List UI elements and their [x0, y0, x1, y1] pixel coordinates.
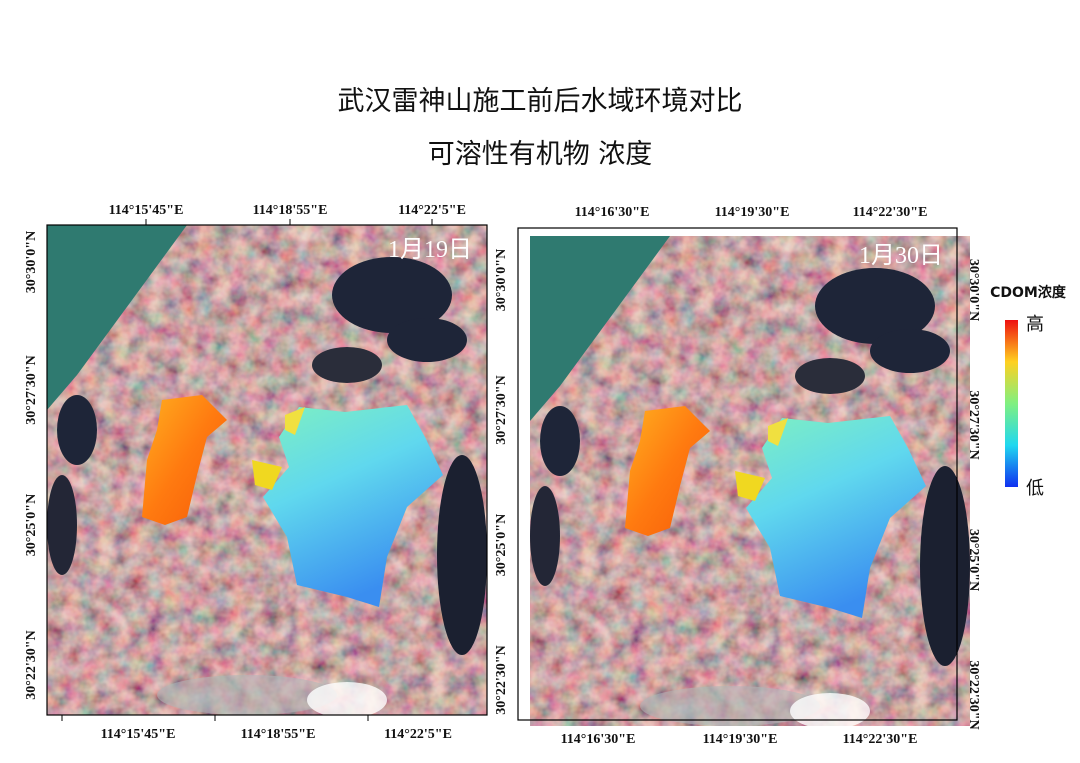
y-tick-label: 30°22'30"N: [24, 630, 39, 699]
map-right: 1月30日: [517, 227, 970, 729]
y-tick-label: 30°25'0"N: [966, 529, 981, 591]
x-tick-label: 114°22'30"E: [853, 205, 928, 220]
legend-low: 低: [1026, 478, 1044, 499]
left-ticks: [61, 219, 433, 721]
x-tick-label: 114°19'30"E: [703, 732, 778, 747]
date-label: 1月30日: [859, 243, 943, 269]
y-tick-label: 30°27'30"N: [24, 355, 39, 424]
map-left: 1月19日: [46, 224, 488, 718]
date-label: 1月19日: [388, 237, 472, 263]
colorbar: [1005, 320, 1018, 487]
y-tick-label: 30°30'0"N: [494, 249, 509, 311]
subtitle: 可溶性有机物 浓度: [428, 139, 653, 170]
y-tick-label: 30°30'0"N: [966, 259, 981, 321]
y-tick-label: 30°27'30"N: [494, 375, 509, 444]
x-tick-label: 114°22'5"E: [398, 203, 466, 218]
x-tick-label: 114°16'30"E: [575, 205, 650, 220]
legend: CDOM浓度 高 低: [990, 284, 1067, 499]
x-tick-label: 114°15'45"E: [101, 727, 176, 742]
x-tick-label: 114°16'30"E: [561, 732, 636, 747]
y-tick-label: 30°30'0"N: [24, 231, 39, 293]
x-tick-label: 114°18'55"E: [241, 727, 316, 742]
title: 武汉雷神山施工前后水域环境对比: [338, 86, 743, 117]
y-tick-label: 30°25'0"N: [494, 514, 509, 576]
y-tick-label: 30°22'30"N: [494, 645, 509, 714]
x-tick-label: 114°18'55"E: [253, 203, 328, 218]
legend-high: 高: [1026, 314, 1044, 335]
legend-title: CDOM浓度: [990, 284, 1067, 301]
y-tick-label: 30°27'30"N: [966, 390, 981, 459]
x-tick-label: 114°22'30"E: [843, 732, 918, 747]
x-tick-label: 114°15'45"E: [109, 203, 184, 218]
x-tick-label: 114°19'30"E: [715, 205, 790, 220]
y-tick-label: 30°25'0"N: [24, 494, 39, 556]
y-tick-label: 30°22'30"N: [966, 660, 981, 729]
x-tick-label: 114°22'5"E: [384, 727, 452, 742]
